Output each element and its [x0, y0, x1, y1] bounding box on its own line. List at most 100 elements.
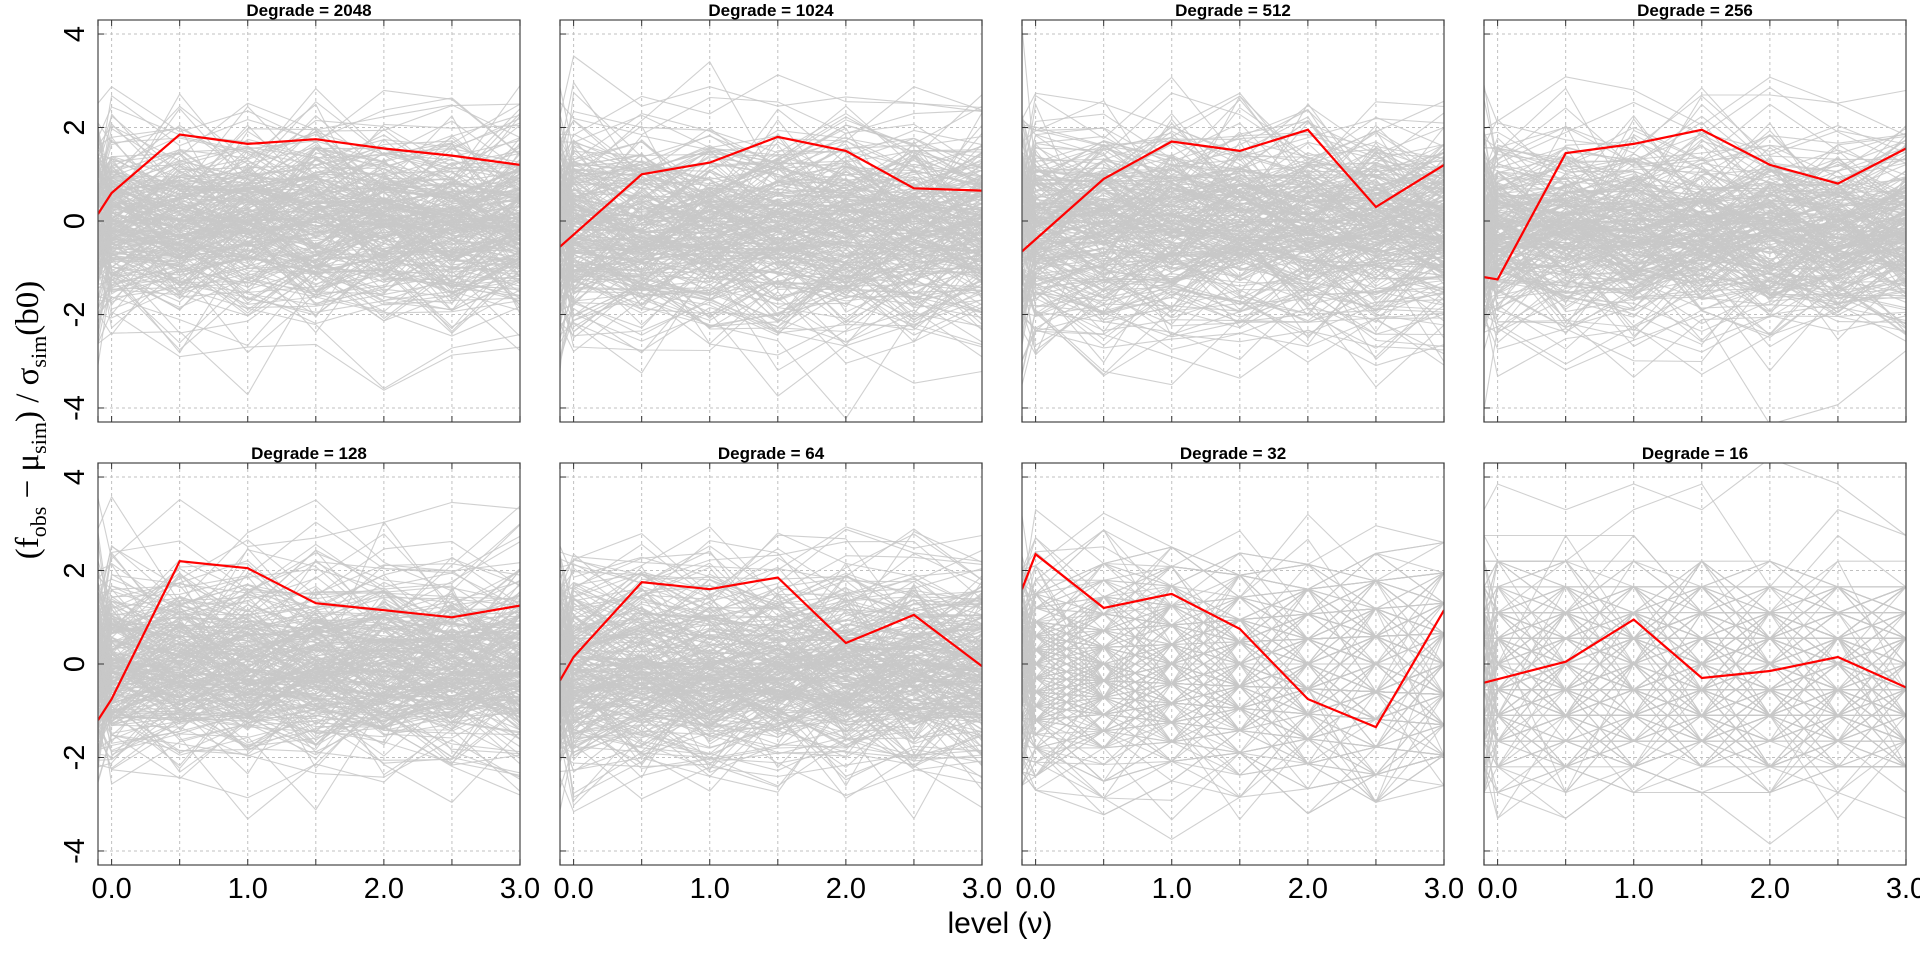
simulated-trace	[560, 584, 982, 726]
simulated-trace	[1022, 585, 1444, 707]
y-tick-label: 2	[59, 119, 91, 135]
simulated-trace	[1022, 169, 1444, 231]
simulated-trace	[98, 287, 520, 390]
simulated-trace	[560, 96, 982, 136]
simulated-trace	[98, 693, 520, 786]
simulated-trace	[1484, 637, 1906, 691]
simulated-trace	[98, 498, 520, 560]
simulated-trace	[98, 172, 520, 289]
simulated-trace	[560, 167, 982, 241]
y-tick-label: 4	[59, 469, 91, 485]
simulated-trace	[98, 595, 520, 686]
simulated-trace	[1022, 154, 1444, 247]
simulated-trace	[560, 224, 982, 305]
simulated-trace	[1022, 120, 1444, 208]
simulated-trace	[98, 123, 520, 202]
simulated-trace	[560, 631, 982, 707]
simulated-trace	[560, 533, 982, 608]
panels-layer: Degrade = 2048 -4 -2 0 2 4 Degrade = 1024 Degra…	[59, 1, 1920, 905]
simulated-trace	[1484, 740, 1906, 819]
simulated-trace	[1022, 771, 1444, 840]
simulated-trace	[560, 695, 982, 803]
simulated-trace	[560, 60, 982, 184]
simulated-trace	[1022, 248, 1444, 281]
simulated-trace	[98, 596, 520, 663]
simulated-trace	[1022, 574, 1444, 648]
simulated-trace	[98, 614, 520, 650]
y-tick-label: 4	[59, 26, 91, 42]
simulated-trace	[98, 611, 520, 702]
simulated-trace	[1022, 92, 1444, 176]
simulated-trace	[1484, 196, 1906, 272]
simulated-trace	[1022, 254, 1444, 295]
simulated-trace	[560, 154, 982, 245]
simulated-trace	[560, 228, 982, 264]
simulated-trace	[98, 720, 520, 799]
simulated-trace	[1484, 714, 1906, 794]
simulated-trace	[560, 673, 982, 724]
simulated-trace	[98, 622, 520, 770]
simulated-trace	[560, 177, 982, 273]
simulated-trace	[560, 660, 982, 760]
simulated-trace	[98, 551, 520, 659]
simulated-trace	[560, 587, 982, 671]
simulated-traces	[560, 55, 982, 420]
simulated-trace	[560, 555, 982, 649]
simulated-trace	[560, 586, 982, 629]
simulated-trace	[1022, 160, 1444, 286]
simulated-trace	[1484, 181, 1906, 282]
simulated-trace	[1022, 538, 1444, 638]
simulated-trace	[560, 262, 982, 358]
simulated-trace	[1022, 182, 1444, 288]
simulated-trace	[560, 167, 982, 274]
panel-5: Degrade = 128 -4 -2 0 2 4 0.0 1.0 2.0 3.0	[59, 444, 540, 905]
simulated-trace	[1484, 87, 1906, 209]
x-tick-label: 0.0	[91, 873, 131, 905]
simulated-trace	[1484, 586, 1906, 665]
simulated-trace	[1022, 118, 1444, 158]
simulated-trace	[98, 108, 520, 189]
y-tick-label: 0	[59, 213, 91, 229]
simulated-trace	[560, 194, 982, 254]
simulated-trace	[1022, 663, 1444, 740]
simulated-trace	[560, 229, 982, 318]
simulated-trace	[560, 145, 982, 198]
simulated-trace	[1484, 211, 1906, 304]
simulated-trace	[1022, 187, 1444, 266]
simulated-trace	[560, 543, 982, 631]
simulated-trace	[98, 176, 520, 231]
simulated-trace	[560, 125, 982, 253]
simulated-trace	[1484, 276, 1906, 363]
simulated-trace	[560, 245, 982, 294]
simulated-trace	[1484, 228, 1906, 303]
simulated-trace	[560, 646, 982, 711]
simulated-trace	[560, 528, 982, 641]
simulated-trace	[1022, 214, 1444, 306]
simulated-trace	[1022, 245, 1444, 339]
simulated-trace	[98, 664, 520, 751]
simulated-trace	[1022, 76, 1444, 168]
simulated-trace	[560, 616, 982, 701]
simulated-trace	[98, 242, 520, 333]
simulated-trace	[1484, 171, 1906, 246]
simulated-trace	[560, 672, 982, 748]
simulated-trace	[560, 283, 982, 359]
simulated-trace	[1484, 197, 1906, 276]
simulated-trace	[98, 146, 520, 215]
simulated-trace	[560, 136, 982, 213]
x-tick-label: 1.0	[690, 873, 730, 905]
simulated-trace	[560, 712, 982, 800]
simulated-trace	[1484, 209, 1906, 310]
simulated-traces	[1484, 463, 1906, 845]
x-tick-label: 2.0	[826, 873, 866, 905]
simulated-trace	[98, 174, 520, 275]
x-tick-label: 2.0	[1288, 873, 1328, 905]
simulated-trace	[1022, 151, 1444, 248]
simulated-trace	[1022, 593, 1444, 648]
simulated-trace	[98, 629, 520, 700]
simulated-trace	[560, 621, 982, 689]
simulated-trace	[98, 614, 520, 679]
simulated-trace	[98, 100, 520, 176]
simulated-trace	[98, 523, 520, 598]
simulated-trace	[1022, 224, 1444, 314]
